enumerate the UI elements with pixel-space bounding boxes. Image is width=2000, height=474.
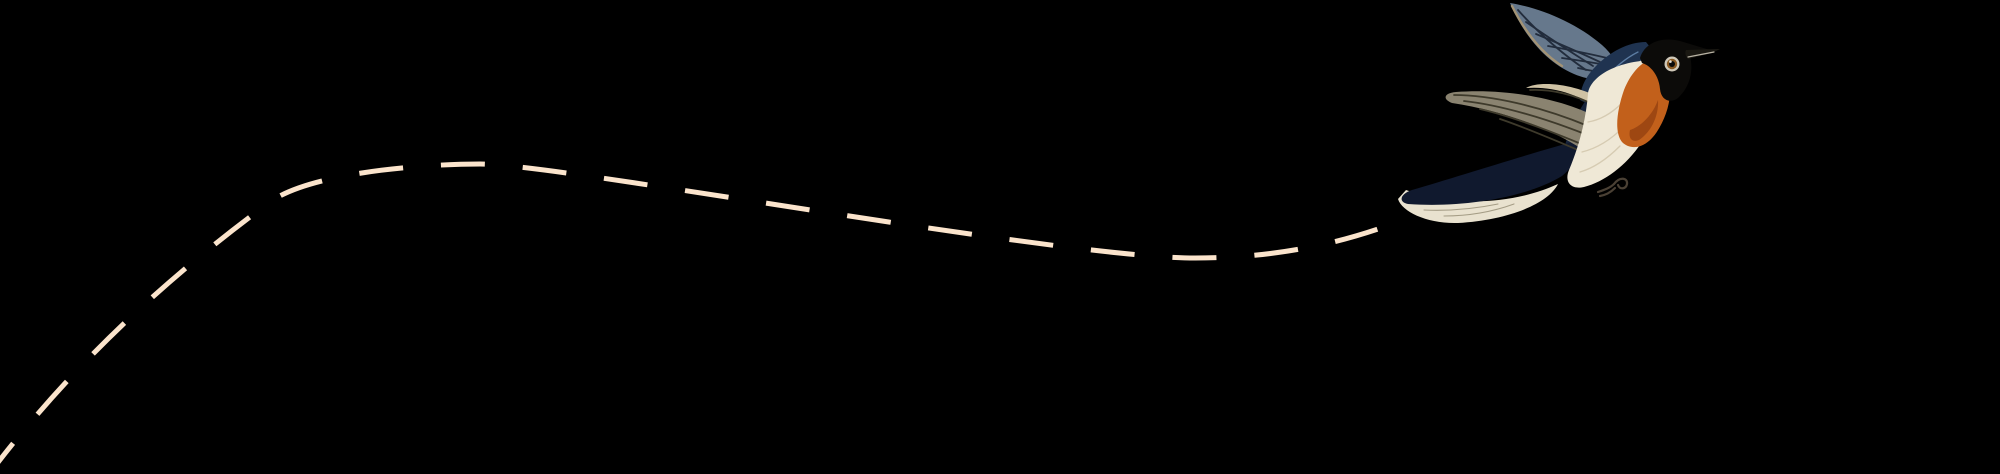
feather-streak (1463, 100, 1591, 137)
beak-highlight-line (1687, 51, 1715, 58)
raised-wing-buff-edge (1510, 4, 1564, 68)
breast-shading (1629, 100, 1659, 141)
bird-claw (1596, 177, 1629, 198)
claw-curl (1612, 177, 1629, 190)
feather-streak (1517, 9, 1587, 71)
tail-feather-separators (1423, 203, 1515, 217)
feather-streak (1587, 102, 1623, 123)
tail-white-tips (1398, 184, 1558, 224)
feather-streak (1453, 94, 1589, 127)
feather-streak (1579, 145, 1621, 173)
bird-breast (1617, 57, 1671, 148)
feather-streak (1535, 33, 1601, 63)
eye-highlight (1669, 60, 1672, 63)
bird-tail (1401, 138, 1586, 205)
dashed-flight-path (0, 161, 1399, 464)
feather-streak (1479, 108, 1587, 147)
feather-streak (1423, 203, 1499, 211)
claw-toe (1598, 186, 1617, 198)
feather-streak (1499, 118, 1579, 151)
claw-toe (1596, 182, 1616, 194)
bird-raised-wing (1510, 3, 1620, 80)
feather-streak (1443, 203, 1515, 217)
swallow-bird-illustration (1398, 3, 1720, 224)
bird-eye (1664, 56, 1680, 72)
feather-streak (1547, 45, 1608, 59)
